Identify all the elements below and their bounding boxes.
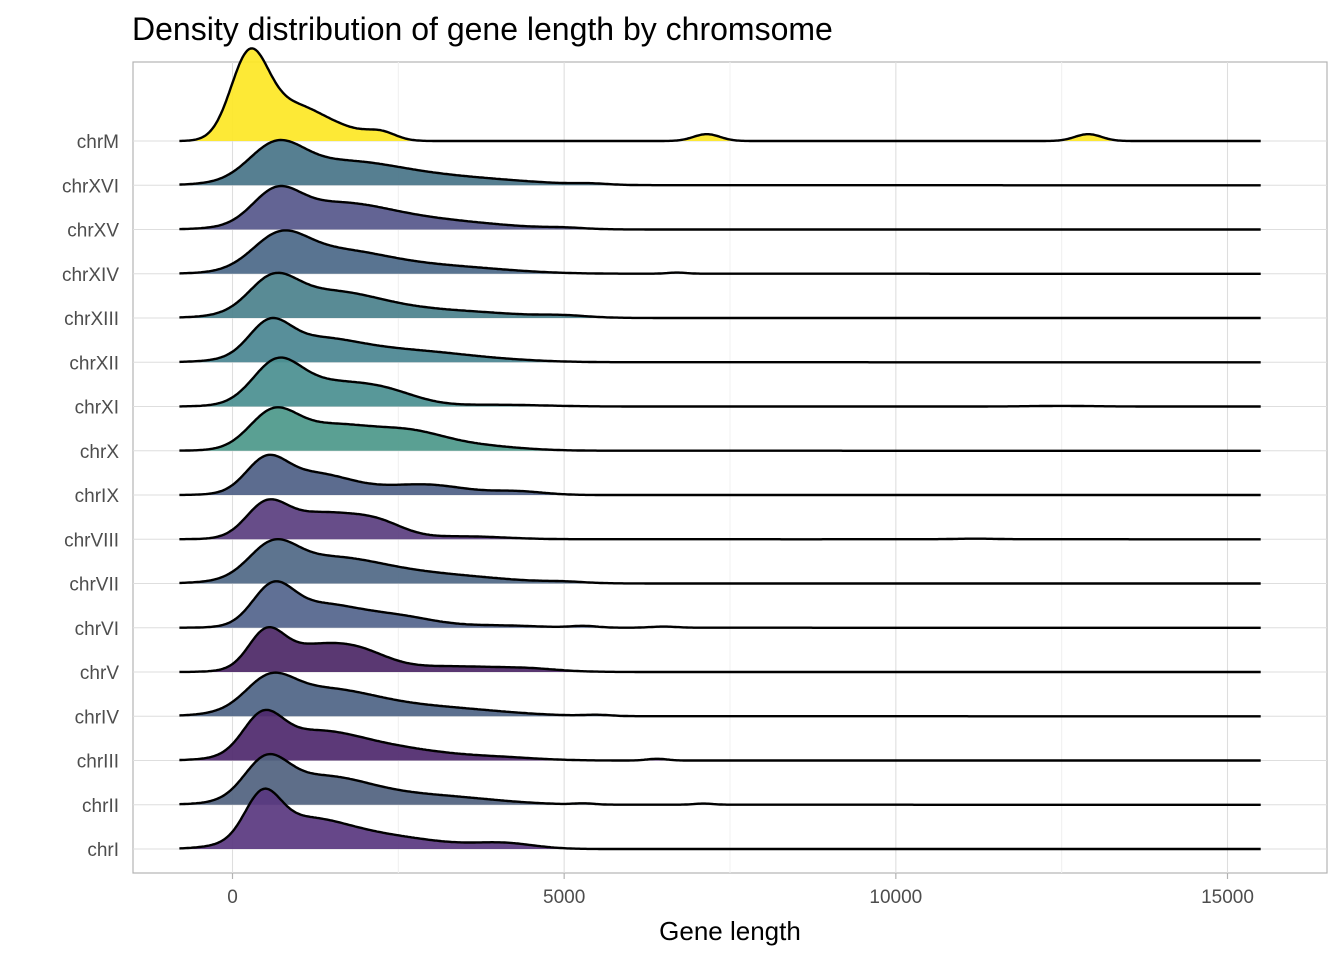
y-tick-label: chrXVI (62, 176, 119, 197)
ridge-line (179, 229, 1261, 275)
ridge-area (179, 627, 1261, 672)
ridge-line (179, 47, 1261, 143)
x-tick-label: 0 (227, 887, 238, 908)
y-axis-tick-labels: chrI chrII chrIII chrIV chrV chrVI chrVII chrVI… (62, 132, 119, 861)
ridge-line (179, 184, 1261, 231)
ridge-area (179, 454, 1261, 495)
y-tick-label: chrIV (75, 707, 120, 728)
chart-title: Density distribution of gene length by c… (132, 11, 833, 47)
y-tick-label: chrXII (69, 353, 119, 374)
y-tick-label: chrX (80, 442, 119, 463)
y-tick-label: chrVIII (64, 530, 119, 551)
ridge-line (179, 538, 1261, 585)
ridge-area (179, 272, 1261, 318)
ridge-line (179, 626, 1261, 674)
x-tick-label: 10000 (869, 887, 922, 908)
ridge-line (179, 406, 1261, 452)
ridge-chrXI (179, 356, 1261, 408)
y-tick-label: chrII (82, 796, 119, 817)
ridge-chrIII (179, 708, 1261, 762)
ridge-line (179, 271, 1261, 320)
x-axis-tick-labels: 0 5000 10000 15000 (227, 873, 1254, 908)
ridge-chrII (179, 752, 1261, 806)
ridge-line (179, 787, 1261, 851)
ridge-chrXIII (179, 271, 1261, 320)
ridge-area (179, 499, 1261, 540)
ridge-area (179, 407, 1261, 451)
ridge-area (179, 709, 1261, 761)
y-tick-label: chrV (80, 663, 119, 684)
ridge-area (179, 754, 1261, 805)
ridge-chrV (179, 626, 1261, 674)
ridge-area (179, 788, 1261, 849)
ridge-line (179, 356, 1261, 408)
ridge-area (179, 672, 1261, 717)
y-tick-label: chrVI (75, 619, 119, 640)
y-tick-label: chrVII (69, 575, 119, 596)
ridge-chrIV (179, 671, 1261, 718)
y-tick-label: chrI (87, 840, 119, 861)
y-tick-label: chrIX (75, 486, 120, 507)
ridge-area (179, 186, 1261, 230)
y-tick-label: chrXIV (62, 265, 119, 286)
ridge-line (179, 453, 1261, 497)
y-tick-label: chrXIII (64, 309, 119, 330)
ridge-chrVII (179, 538, 1261, 585)
ridge-area (179, 48, 1261, 141)
ridge-area (179, 357, 1261, 407)
ridge-area (179, 140, 1261, 186)
ridge-line (179, 580, 1261, 629)
ridge-chrX (179, 406, 1261, 452)
ridge-chrXV (179, 184, 1261, 231)
y-tick-label: chrM (77, 132, 119, 153)
ridge-line (179, 316, 1261, 364)
ridge-line (179, 138, 1261, 187)
ridge-area (179, 539, 1261, 584)
ridge-line (179, 752, 1261, 806)
ridge-chrI (179, 787, 1261, 851)
x-tick-label: 5000 (543, 887, 585, 908)
ridge-chrXVI (179, 138, 1261, 187)
ridge-line (179, 498, 1261, 541)
ridge-chrXIV (179, 229, 1261, 275)
ridges (179, 47, 1261, 851)
ridge-area (179, 230, 1261, 274)
x-tick-label: 15000 (1201, 887, 1254, 908)
x-axis-title: Gene length (659, 916, 801, 946)
ridge-line (179, 708, 1261, 762)
ridge-chrVIII (179, 498, 1261, 541)
y-tick-label: chrXV (67, 221, 119, 242)
y-tick-label: chrIII (77, 752, 119, 773)
ridge-line (179, 671, 1261, 718)
y-tick-label: chrXI (75, 398, 119, 419)
ridge-chrM (179, 47, 1261, 143)
ridge-chrIX (179, 453, 1261, 497)
ridge-chrVI (179, 580, 1261, 629)
